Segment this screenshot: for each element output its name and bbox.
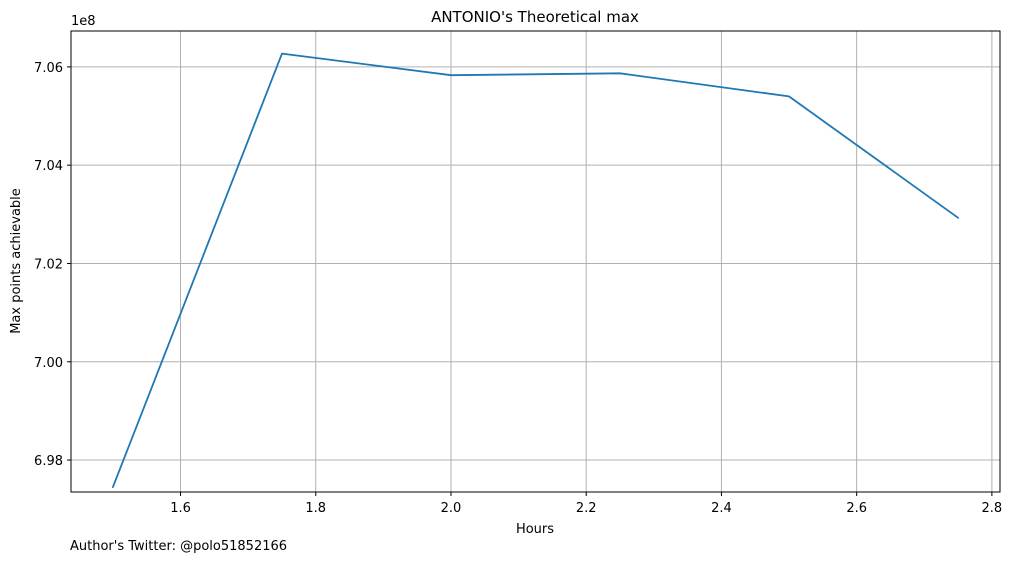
- x-tick-label: 1.6: [170, 501, 191, 516]
- author-twitter-footer: Author's Twitter: @polo51852166: [70, 539, 287, 554]
- y-tick-label: 7.04: [34, 159, 63, 174]
- series-line: [112, 52, 959, 489]
- x-axis-ticks: 1.6 1.8 2.0 2.2 2.4 2.6 2.8: [170, 492, 1002, 516]
- x-tick-label: 2.2: [576, 501, 597, 516]
- y-tick-label: 7.00: [34, 356, 63, 371]
- y-tick-label: 7.06: [34, 61, 63, 76]
- x-axis-label: Hours: [516, 522, 554, 537]
- plot-frame: [70, 30, 1001, 493]
- chart-title: ANTONIO's Theoretical max: [431, 8, 639, 26]
- y-axis-ticks: 6.98 7.00 7.02 7.04 7.06: [34, 61, 71, 469]
- x-tick-label: 2.4: [711, 501, 732, 516]
- series-layer: [112, 52, 959, 489]
- y-axis-label: Max points achievable: [9, 188, 24, 334]
- y-tick-label: 7.02: [34, 257, 63, 272]
- x-tick-label: 1.8: [305, 501, 326, 516]
- x-tick-label: 2.8: [982, 501, 1003, 516]
- y-tick-label: 6.98: [34, 454, 63, 469]
- x-tick-label: 2.6: [846, 501, 867, 516]
- y-offset-label: 1e8: [71, 14, 96, 29]
- grid-lines: [71, 31, 1000, 492]
- x-tick-label: 2.0: [441, 501, 462, 516]
